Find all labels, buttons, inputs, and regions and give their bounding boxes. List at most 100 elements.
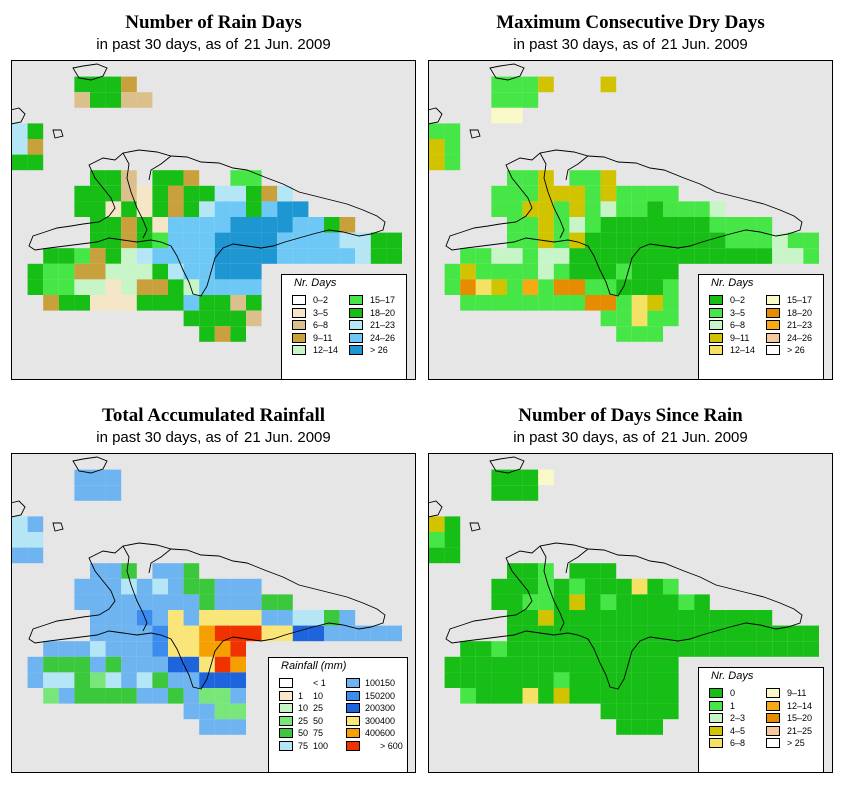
- grid-cell: [74, 185, 90, 202]
- grid-cell: [631, 310, 648, 327]
- grid-cell: [105, 185, 122, 202]
- grid-cell: [600, 248, 617, 264]
- grid-cell: [105, 594, 122, 610]
- legend-item: 100 150: [346, 678, 408, 689]
- grid-cell: [183, 217, 200, 233]
- legend-label: 18–20: [787, 307, 813, 318]
- grid-cell: [522, 92, 539, 108]
- grid-cell: [507, 76, 523, 93]
- island-outline: [11, 500, 26, 518]
- grid-cell: [74, 201, 90, 217]
- grid-cell: [261, 610, 278, 626]
- grid-cell: [756, 248, 773, 264]
- legend-label: 18–20: [370, 307, 396, 318]
- grid-cell: [183, 672, 200, 688]
- grid-cell: [663, 610, 679, 626]
- grid-cell: [121, 92, 137, 108]
- grid-cell: [507, 469, 523, 486]
- grid-cell: [183, 703, 200, 720]
- grid-cell: [756, 232, 773, 249]
- grid-cell: [647, 185, 663, 202]
- grid-cell: [152, 625, 168, 642]
- grid-cell: [324, 610, 340, 626]
- legend-label: 6–8: [730, 738, 746, 749]
- grid-cell: [246, 594, 262, 610]
- legend-swatch: [279, 678, 293, 688]
- grid-cell: [136, 248, 153, 264]
- grid-cell: [631, 688, 648, 704]
- island-outline: [11, 107, 26, 125]
- grid-cell: [647, 672, 663, 688]
- grid-cell: [324, 232, 340, 249]
- grid-cell: [694, 625, 710, 642]
- grid-cell: [105, 656, 122, 673]
- legend-label-low: 75: [298, 741, 309, 751]
- grid-cell: [475, 295, 492, 311]
- legend-label: 21–25: [787, 725, 813, 736]
- grid-cell: [600, 295, 617, 311]
- legend-item: 15–20: [766, 713, 828, 724]
- grid-cell: [246, 201, 262, 217]
- grid-cell: [105, 232, 122, 249]
- legend-title: Nr. Days: [711, 277, 754, 289]
- legend-label: 24–26: [370, 332, 396, 343]
- legend-label: 21–23: [787, 320, 813, 331]
- grid-cell: [121, 185, 137, 202]
- grid-cell: [136, 688, 153, 704]
- grid-cell: [230, 703, 246, 720]
- grid-cell: [522, 295, 539, 311]
- grid-cell: [616, 672, 632, 688]
- grid-cell: [386, 248, 402, 264]
- grid-cell: [136, 656, 153, 673]
- grid-cell: [136, 594, 153, 610]
- grid-cell: [694, 248, 710, 264]
- grid-cell: [507, 625, 523, 642]
- grid-cell: [694, 610, 710, 626]
- grid-cell: [230, 641, 246, 657]
- grid-cell: [741, 217, 757, 233]
- grid-cell: [121, 688, 137, 704]
- grid-cell: [507, 232, 523, 249]
- grid-cell: [277, 594, 293, 610]
- grid-cell: [230, 217, 246, 233]
- grid-cell: [339, 248, 356, 264]
- legend-label: 9–11: [730, 332, 750, 343]
- legend-item: 200 300: [346, 703, 408, 714]
- grid-cell: [585, 217, 601, 233]
- grid-cell: [90, 656, 106, 673]
- legend-label-high: < 1: [313, 678, 326, 688]
- grid-cell: [741, 232, 757, 249]
- grid-cell: [429, 123, 445, 139]
- grid-cell: [663, 625, 679, 642]
- grid-cell: [90, 578, 106, 595]
- grid-cell: [647, 326, 663, 342]
- legend-swatch: [709, 713, 723, 724]
- grid-cell: [230, 248, 246, 264]
- grid-cell: [491, 107, 507, 124]
- grid-cell: [355, 248, 371, 264]
- grid-cell: [246, 217, 262, 233]
- days-since-rain-panel: Number of Days Since Rain in past 30 day…: [428, 405, 833, 785]
- grid-cell: [183, 170, 200, 186]
- grid-cell: [507, 594, 523, 610]
- grid-cell: [507, 688, 523, 704]
- grid-cell: [678, 248, 695, 264]
- grid-cell: [183, 295, 200, 311]
- grid-cell: [538, 201, 554, 217]
- grid-cell: [230, 310, 246, 327]
- grid-cell: [152, 641, 168, 657]
- grid-cell: [261, 625, 278, 642]
- grid-cell: [647, 310, 663, 327]
- grid-cell: [90, 594, 106, 610]
- legend-item: 300 400: [346, 715, 408, 727]
- grid-cell: [475, 263, 492, 280]
- grid-cell: [585, 263, 601, 280]
- legend-label-low: 200: [365, 703, 381, 714]
- grid-cell: [507, 578, 523, 595]
- grid-cell: [152, 295, 168, 311]
- grid-cell: [429, 547, 445, 564]
- grid-cell: [90, 563, 106, 579]
- grid-cell: [246, 610, 262, 626]
- grid-cell: [27, 532, 44, 548]
- grid-cell: [355, 625, 371, 642]
